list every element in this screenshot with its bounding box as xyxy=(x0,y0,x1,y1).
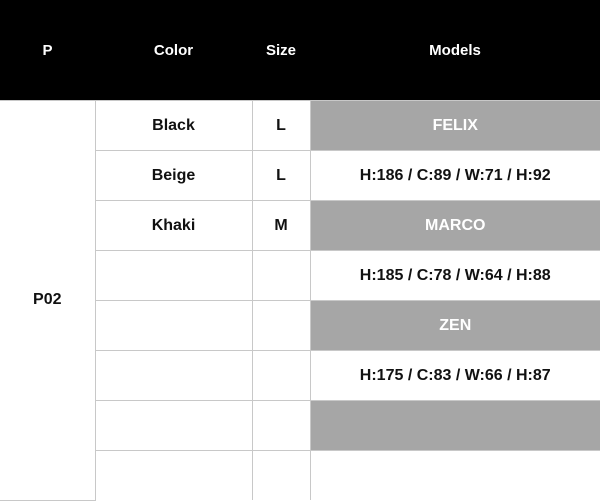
model-cell: ZEN xyxy=(309,300,600,351)
table-row: H:175 / C:83 / W:66 / H:87 xyxy=(0,350,600,401)
table-row: ZEN xyxy=(0,300,600,351)
size-cell xyxy=(251,300,311,351)
model-cell xyxy=(309,450,600,500)
table-row: P02 Black L FELIX xyxy=(0,100,600,501)
color-cell xyxy=(94,350,253,401)
color-cell: Khaki xyxy=(94,200,253,251)
size-cell: L xyxy=(251,150,311,201)
header-models: Models xyxy=(310,0,600,101)
color-cell: Beige xyxy=(94,150,253,201)
table-row: Khaki M MARCO xyxy=(0,200,600,251)
model-cell: H:185 / C:78 / W:64 / H:88 xyxy=(309,250,600,301)
model-cell: H:186 / C:89 / W:71 / H:92 xyxy=(309,150,600,201)
size-cell: M xyxy=(251,200,311,251)
model-cell: MARCO xyxy=(309,200,600,251)
header-p: P xyxy=(0,0,95,101)
model-cell: H:175 / C:83 / W:66 / H:87 xyxy=(309,350,600,401)
size-cell: L xyxy=(251,100,311,151)
header-size: Size xyxy=(252,0,310,101)
header-row: P Color Size Models xyxy=(0,0,600,101)
size-cell xyxy=(251,350,311,401)
color-cell xyxy=(94,400,253,451)
size-cell xyxy=(251,250,311,301)
color-cell xyxy=(94,300,253,351)
table-row xyxy=(0,450,600,500)
color-cell: Black xyxy=(94,100,253,151)
header-color: Color xyxy=(95,0,252,101)
size-cell xyxy=(251,400,311,451)
table-row xyxy=(0,400,600,451)
model-cell: FELIX xyxy=(309,100,600,151)
model-cell xyxy=(309,400,600,451)
color-cell xyxy=(94,450,253,500)
size-cell xyxy=(251,450,311,500)
product-cell: P02 xyxy=(0,100,96,501)
color-cell xyxy=(94,250,253,301)
